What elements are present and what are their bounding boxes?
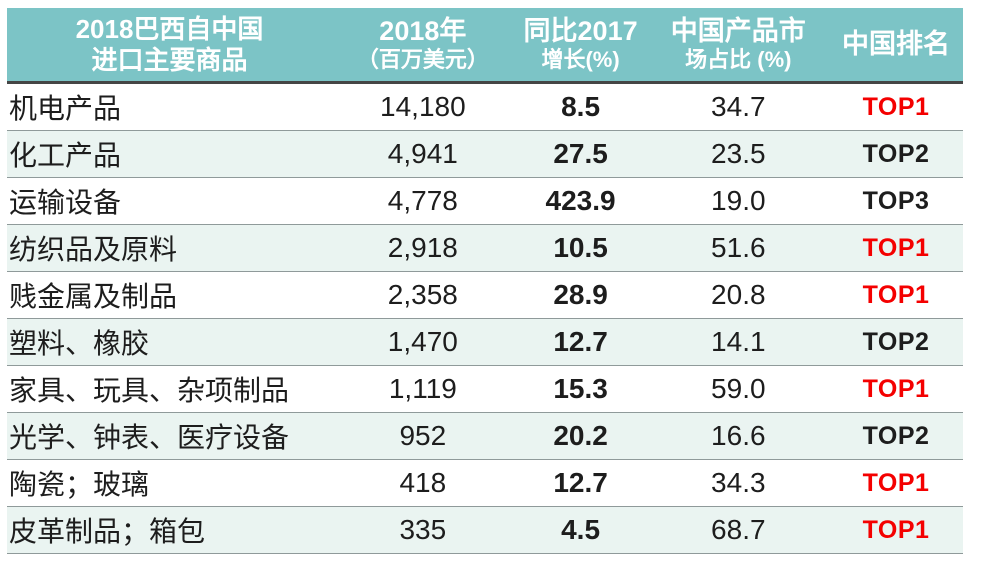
china-rank-cell: TOP1 xyxy=(862,374,930,403)
header-market-share-line1: 中国产品市 xyxy=(670,15,806,46)
header-market-share: 中国产品市 场占比 (%) xyxy=(647,16,829,74)
yoy-growth-cell: 12.7 xyxy=(553,326,608,357)
table-row: 陶瓷；玻璃 418 12.7 34.3 TOP1 xyxy=(7,460,963,507)
header-china-rank: 中国排名 xyxy=(829,29,963,61)
china-rank-cell: TOP1 xyxy=(862,280,930,309)
commodity-cell: 贱金属及制品 xyxy=(9,281,178,312)
table-row: 皮革制品；箱包 335 4.5 68.7 TOP1 xyxy=(7,507,963,554)
header-commodity-line1: 2018巴西自中国 xyxy=(75,13,264,44)
header-commodity: 2018巴西自中国 进口主要商品 xyxy=(7,14,332,75)
market-share-cell: 51.6 xyxy=(711,232,766,263)
table-row: 纺织品及原料 2,918 10.5 51.6 TOP1 xyxy=(7,225,963,272)
header-yoy-growth: 同比2017 增长(%) xyxy=(514,16,648,74)
value-2018-cell: 4,778 xyxy=(387,185,458,216)
market-share-cell: 14.1 xyxy=(711,326,766,357)
header-yoy-growth-line2: 增长(%) xyxy=(541,47,620,73)
commodity-cell: 化工产品 xyxy=(9,140,122,171)
table-row: 运输设备 4,778 423.9 19.0 TOP3 xyxy=(7,178,963,225)
value-2018-cell: 4,941 xyxy=(387,138,458,169)
yoy-growth-cell: 12.7 xyxy=(553,467,608,498)
table-row: 光学、钟表、医疗设备 952 20.2 16.6 TOP2 xyxy=(7,413,963,460)
header-market-share-line2: 场占比 (%) xyxy=(685,47,792,73)
value-2018-cell: 335 xyxy=(399,514,447,545)
yoy-growth-cell: 27.5 xyxy=(553,138,608,169)
table-body: 机电产品 14,180 8.5 34.7 TOP1 化工产品 4,941 27.… xyxy=(7,84,963,554)
market-share-cell: 16.6 xyxy=(711,420,766,451)
yoy-growth-cell: 4.5 xyxy=(561,514,601,545)
china-rank-cell: TOP3 xyxy=(862,186,930,215)
china-rank-cell: TOP2 xyxy=(862,327,930,356)
market-share-cell: 20.8 xyxy=(711,279,766,310)
market-share-cell: 19.0 xyxy=(711,185,766,216)
table-row: 机电产品 14,180 8.5 34.7 TOP1 xyxy=(7,84,963,131)
value-2018-cell: 418 xyxy=(399,467,447,498)
commodity-cell: 家具、玩具、杂项制品 xyxy=(9,375,290,406)
china-rank-cell: TOP2 xyxy=(862,139,930,168)
value-2018-cell: 1,119 xyxy=(388,373,457,404)
imports-table: 2018巴西自中国 进口主要商品 2018年 （百万美元） 同比2017 增长(… xyxy=(7,8,963,554)
commodity-cell: 光学、钟表、医疗设备 xyxy=(9,422,290,453)
header-china-rank-line1: 中国排名 xyxy=(842,28,951,59)
commodity-cell: 皮革制品；箱包 xyxy=(9,516,206,547)
commodity-cell: 机电产品 xyxy=(9,93,122,124)
china-rank-cell: TOP1 xyxy=(862,468,930,497)
yoy-growth-cell: 15.3 xyxy=(553,373,608,404)
china-rank-cell: TOP1 xyxy=(862,92,930,121)
commodity-cell: 纺织品及原料 xyxy=(9,234,178,265)
yoy-growth-cell: 8.5 xyxy=(561,91,601,122)
commodity-cell: 运输设备 xyxy=(9,187,122,218)
table-row: 家具、玩具、杂项制品 1,119 15.3 59.0 TOP1 xyxy=(7,366,963,413)
header-value-2018: 2018年 （百万美元） xyxy=(332,16,514,74)
china-rank-cell: TOP1 xyxy=(862,233,930,262)
value-2018-cell: 2,918 xyxy=(387,232,458,263)
market-share-cell: 59.0 xyxy=(711,373,766,404)
commodity-cell: 陶瓷；玻璃 xyxy=(9,469,150,500)
table-row: 化工产品 4,941 27.5 23.5 TOP2 xyxy=(7,131,963,178)
value-2018-cell: 1,470 xyxy=(387,326,458,357)
commodity-cell: 塑料、橡胶 xyxy=(9,328,150,359)
yoy-growth-cell: 423.9 xyxy=(545,185,616,216)
header-yoy-growth-line1: 同比2017 xyxy=(523,15,638,46)
market-share-cell: 34.3 xyxy=(711,467,766,498)
header-value-2018-line1: 2018年 xyxy=(379,15,467,46)
market-share-cell: 23.5 xyxy=(711,138,766,169)
header-commodity-line2: 进口主要商品 xyxy=(91,44,248,75)
china-rank-cell: TOP2 xyxy=(862,421,930,450)
yoy-growth-cell: 10.5 xyxy=(553,232,608,263)
value-2018-cell: 2,358 xyxy=(387,279,458,310)
market-share-cell: 34.7 xyxy=(711,91,766,122)
yoy-growth-cell: 28.9 xyxy=(553,279,608,310)
table-row: 贱金属及制品 2,358 28.9 20.8 TOP1 xyxy=(7,272,963,319)
header-value-2018-line2: （百万美元） xyxy=(356,47,489,73)
value-2018-cell: 952 xyxy=(399,420,447,451)
table-header-row: 2018巴西自中国 进口主要商品 2018年 （百万美元） 同比2017 增长(… xyxy=(7,8,963,84)
table-row: 塑料、橡胶 1,470 12.7 14.1 TOP2 xyxy=(7,319,963,366)
yoy-growth-cell: 20.2 xyxy=(553,420,608,451)
china-rank-cell: TOP1 xyxy=(862,515,930,544)
market-share-cell: 68.7 xyxy=(711,514,766,545)
value-2018-cell: 14,180 xyxy=(380,91,466,122)
